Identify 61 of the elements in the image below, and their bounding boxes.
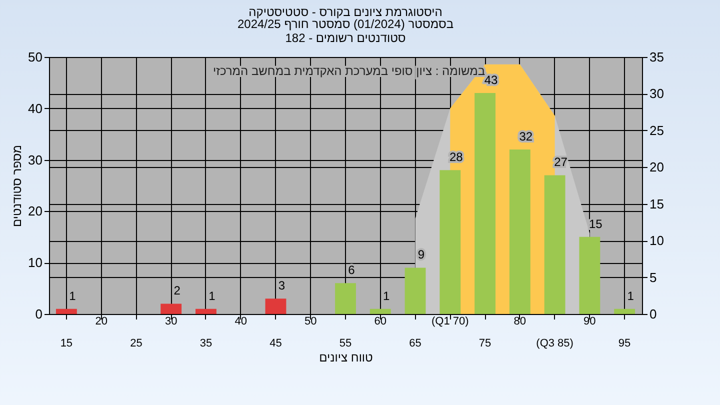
data-label: 32: [519, 130, 533, 144]
data-label: 1: [627, 288, 634, 303]
x-tick-label: 55: [339, 338, 352, 350]
y2-tick-label: 15: [650, 196, 664, 212]
data-label: 6: [348, 263, 356, 278]
x-tick-label: 40: [234, 316, 247, 328]
y-tick-label: 20: [28, 204, 42, 219]
chart-title: היסטוגרמת ציונים בקורס - סטטיסטיקה: [248, 5, 442, 19]
bar: [474, 92, 496, 314]
y-tick-label: 10: [28, 255, 42, 270]
y2-tick-label: 0: [650, 306, 657, 322]
data-label: 43: [484, 72, 498, 87]
y2-tick-label: 20: [650, 160, 664, 175]
y-tick-label: 0: [35, 306, 42, 322]
bar: [56, 308, 77, 314]
x-tick-label: 90: [584, 316, 596, 328]
y2-tick-label: 30: [650, 86, 664, 102]
x-tick-label: 75: [478, 338, 492, 350]
data-label: 27: [554, 155, 568, 170]
data-label: 2: [174, 284, 181, 298]
data-label: 9: [418, 248, 425, 262]
x-tick-label: 25: [130, 338, 142, 350]
x-tick-label: (Q1 70): [432, 316, 469, 328]
y2-tick-label: 35: [650, 50, 664, 64]
bar: [509, 150, 530, 314]
x-tick-label: 80: [514, 316, 526, 328]
bar: [370, 308, 391, 314]
y-tick-label: 30: [28, 152, 42, 168]
text: בסמסטר (01/2024) סמסטר חורף 2024/25: [237, 17, 454, 31]
text: סטודנטים רשומים - 182: [285, 31, 406, 45]
data-label: 1: [69, 288, 76, 303]
x-tick-label: (Q3 85): [536, 338, 574, 350]
bar: [579, 236, 600, 314]
y2-tick-label: 25: [650, 122, 664, 138]
bar: [265, 298, 286, 314]
y2-tick-label: 10: [650, 233, 664, 248]
bar: [544, 175, 566, 314]
data-label: 28: [449, 150, 464, 164]
bar: [440, 170, 461, 314]
x-tick-label: 30: [164, 316, 178, 328]
y2-tick-label: 5: [650, 270, 657, 285]
y-tick-label: 40: [28, 100, 42, 116]
data-label: 1: [208, 288, 216, 303]
bar: [614, 308, 636, 314]
y-tick-label: 50: [28, 50, 42, 64]
x-tick-label: 60: [374, 316, 387, 328]
x-tick-label: 50: [304, 316, 317, 328]
bar: [160, 304, 182, 314]
bar: [404, 268, 426, 314]
bar: [196, 308, 216, 314]
bar: [335, 283, 356, 314]
x-tick-label: 45: [270, 338, 282, 350]
x-tick-label: 20: [95, 316, 108, 328]
x-tick-label: 35: [200, 338, 212, 350]
data-label: 3: [278, 278, 286, 293]
x-axis-title: טווח ציונים: [319, 350, 374, 364]
y-axis-title: מספר סטודנטים: [10, 144, 24, 228]
data-label: 1: [383, 288, 390, 303]
x-tick-label: 15: [60, 338, 73, 350]
x-tick-label: 65: [409, 338, 422, 350]
x-tick-label: 95: [618, 338, 631, 350]
